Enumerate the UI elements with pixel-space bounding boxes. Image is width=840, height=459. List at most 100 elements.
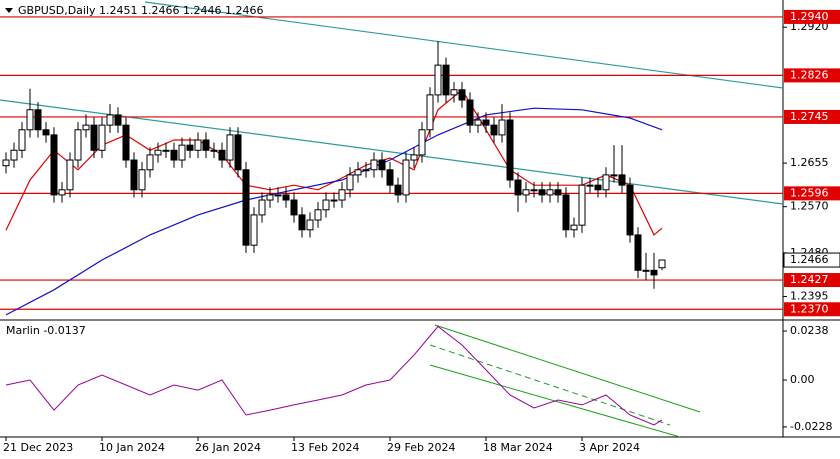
candle-body [554,189,562,196]
candle-body [106,114,114,126]
candle-body [474,119,482,126]
candle-body [450,89,458,96]
candle-body [442,64,450,96]
candle-body [410,154,418,161]
candle-body [202,139,210,151]
candle-body [18,129,26,151]
candle-body [618,174,626,186]
candle-body [634,234,642,271]
candle-body [74,129,82,161]
candle-body [210,149,218,152]
candle-body [466,99,474,126]
candle-body [42,129,50,136]
candle-body [258,199,266,216]
x-tick-label: 10 Jan 2024 [99,441,165,454]
candle-body [522,189,530,196]
candle-body [322,199,330,211]
level-label: 1.2370 [790,302,829,315]
candle-body [130,159,138,191]
candle-body [570,224,578,231]
candle-body [378,159,386,171]
level-label-box [784,302,840,317]
level-label-box [784,109,840,124]
candle-body [66,159,74,191]
level-label-box [784,68,840,83]
y-tick-label: 1.2395 [790,289,829,302]
candle-body [530,189,538,192]
candle-body [82,124,90,131]
candle-body [346,174,354,191]
candle-body [338,189,346,201]
candle-body [114,114,122,126]
candle-body [10,149,18,161]
moving-average [5,88,663,236]
candle-body [274,194,282,197]
candle-body [650,269,658,276]
indicator-area [5,325,663,426]
candle-body [482,119,490,126]
candle-body [170,149,178,161]
candle-body [626,184,634,236]
candle-body [178,144,186,161]
level-label: 1.2596 [790,186,829,199]
candle-body [386,169,394,186]
candle-body [154,149,162,156]
candle-body [458,89,466,101]
candle-body [234,134,242,171]
y-tick-label: 1.2655 [790,156,829,169]
candle-body [498,119,506,136]
candle-body [538,189,546,196]
level-label-box [784,186,840,201]
candle-body [546,189,554,196]
candle-body [506,119,514,181]
candle-body [226,134,234,161]
level-label: 1.2940 [790,10,829,23]
candle-body [2,159,10,167]
candle-body [426,94,434,131]
indicator-line [5,325,663,426]
candle-body [58,189,66,196]
candle-body [186,144,194,151]
x-tick-label: 29 Feb 2024 [387,441,455,454]
y-tick-label: 0.0238 [790,324,829,337]
candle-body [162,149,170,152]
last-price-label: 1.2466 [790,253,829,266]
moving-average [5,107,663,316]
candle-body [658,259,666,269]
candle-body [146,154,154,171]
candle-body [250,214,258,246]
candle-body [26,109,34,131]
candle-body [90,124,98,151]
indicator-title: Marlin -0.0137 [6,324,86,337]
candle-body [306,219,314,231]
candle-body [586,184,594,187]
level-label: 1.2826 [790,68,829,81]
x-tick-label: 26 Jan 2024 [195,441,261,454]
plot-area [0,16,783,316]
candle-body [138,169,146,191]
level-label: 1.2745 [790,110,829,123]
candle-body [514,179,522,196]
candle-body [194,139,202,151]
candle-body [354,169,362,176]
y-tick-label: 0.00 [790,373,815,386]
candle-body [122,124,130,161]
candle-body [362,169,370,172]
candle-body [242,169,250,246]
channel-upper [434,324,701,413]
x-tick-label: 13 Feb 2024 [291,441,359,454]
candle-body [50,134,58,196]
candle-body [282,194,290,201]
candle-body [490,124,498,136]
y-tick-label: -0.0228 [790,420,832,433]
x-tick-label: 21 Dec 2023 [3,441,73,454]
candle-body [610,174,618,177]
candle-body [330,199,338,202]
candle-body [434,64,442,96]
channel-middle [429,344,671,426]
candle-body [602,174,610,191]
candle-body [298,214,306,231]
candle-body [578,184,586,226]
